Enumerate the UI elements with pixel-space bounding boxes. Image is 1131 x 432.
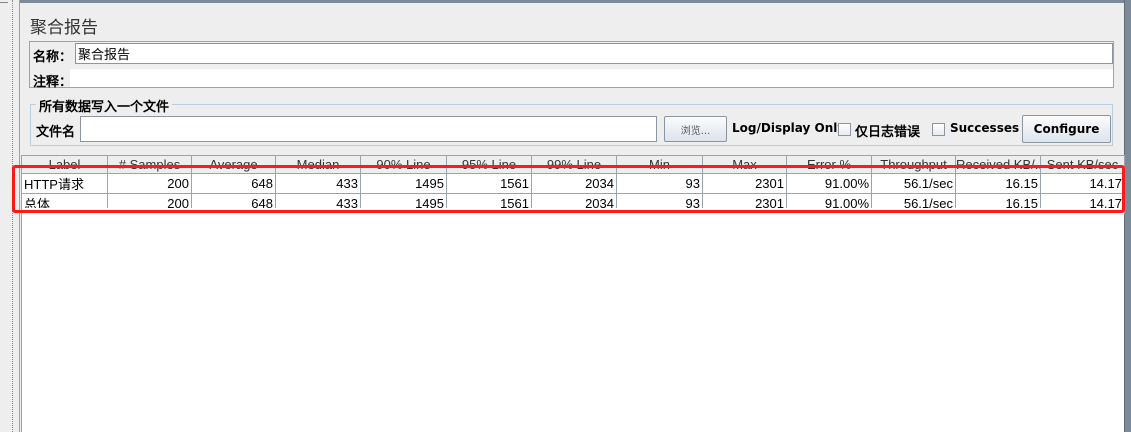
name-label: 名称： (33, 50, 73, 65)
column-header[interactable]: Max (702, 155, 787, 174)
table-cell: 1495 (360, 173, 447, 194)
table-cell: 200 (107, 173, 192, 194)
log-display-label: Log/Display Only: (732, 121, 850, 135)
page-title: 聚合报告 (30, 18, 98, 38)
column-header[interactable]: Average (191, 155, 276, 174)
top-border (20, 0, 1131, 3)
table-cell: 56.1/sec (871, 173, 956, 194)
errors-only-checkbox[interactable] (838, 123, 851, 136)
browse-button[interactable]: 浏览... (664, 116, 727, 142)
name-input[interactable] (75, 43, 1113, 64)
table-cell: 1561 (446, 173, 532, 194)
table-row[interactable]: HTTP请求 200 648 433 1495 1561 2034 93 2301 91.00% 5… (21, 173, 1125, 194)
table-cell: 648 (191, 173, 276, 194)
filename-label: 文件名 (36, 125, 76, 140)
column-header[interactable]: 90% Line (360, 155, 447, 174)
name-comment-panel (29, 41, 1114, 88)
column-header[interactable]: 99% Line (531, 155, 617, 174)
comment-input[interactable] (70, 69, 1113, 87)
successes-label: Successes (950, 121, 1020, 135)
file-group-label: 所有数据写入一个文件 (36, 96, 173, 115)
table-cell: 16.15 (955, 173, 1041, 194)
errors-only-label: 仅日志错误 (855, 125, 921, 140)
file-group (30, 104, 1113, 146)
column-header[interactable]: Received KB/... (955, 155, 1041, 174)
table-cell: 93 (616, 173, 703, 194)
column-header[interactable]: Error % (786, 155, 872, 174)
left-tree-divider[interactable] (0, 0, 20, 432)
table-cell: 91.00% (786, 173, 872, 194)
column-header[interactable]: Sent KB/sec (1040, 155, 1125, 174)
column-header[interactable]: Throughput (871, 155, 956, 174)
table-cell: HTTP请求 (21, 173, 108, 194)
table-cell: 2301 (702, 173, 787, 194)
comment-label: 注释： (33, 75, 73, 90)
table-empty-area (21, 208, 1124, 432)
column-header[interactable]: Label (21, 155, 108, 174)
column-header[interactable]: 95% Line (446, 155, 532, 174)
table-cell: 2034 (531, 173, 617, 194)
right-scrollbar[interactable] (1124, 0, 1131, 432)
filename-input[interactable] (80, 116, 657, 142)
aggregate-report-table: Label # Samples Average Median 90% Line 95% L… (21, 155, 1125, 214)
table-cell: 433 (275, 173, 361, 194)
column-header[interactable]: # Samples (107, 155, 192, 174)
column-header[interactable]: Min (616, 155, 703, 174)
table-cell: 14.17 (1040, 173, 1125, 194)
successes-checkbox[interactable] (932, 123, 945, 136)
column-header[interactable]: Median (275, 155, 361, 174)
configure-button[interactable]: Configure (1022, 115, 1111, 143)
